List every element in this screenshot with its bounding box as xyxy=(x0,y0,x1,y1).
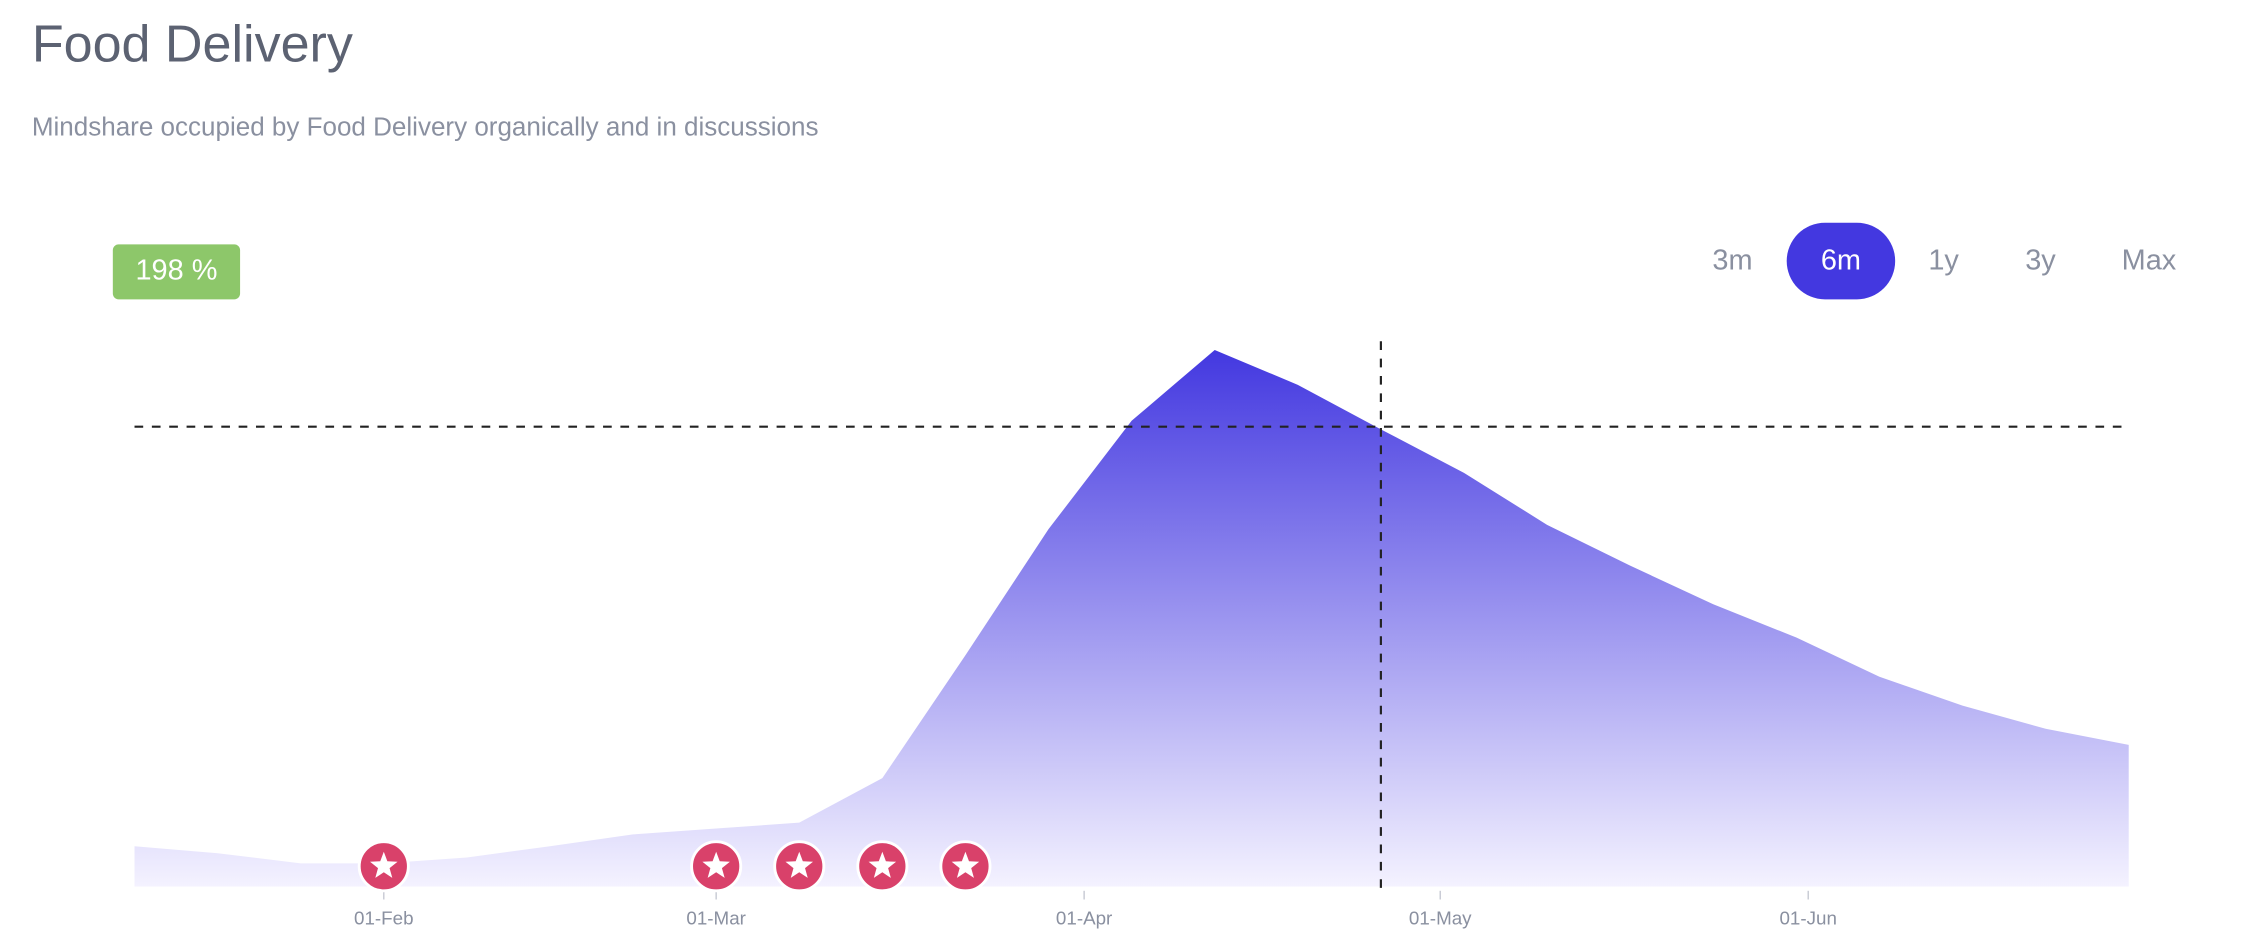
event-star xyxy=(785,851,814,878)
x-tick-label: 01-Apr xyxy=(1056,908,1112,929)
event-star xyxy=(370,851,398,878)
event-star xyxy=(951,851,980,878)
range-button-active[interactable] xyxy=(1786,222,1896,300)
badge-bg xyxy=(112,244,241,300)
event-star xyxy=(868,851,897,878)
range-button[interactable]: Max xyxy=(2122,244,2177,276)
x-tick-label: 01-Jun xyxy=(1779,908,1836,929)
x-tick-label: 01-Feb xyxy=(354,908,414,929)
badge: 198 % xyxy=(135,255,217,287)
x-tick-label: 01-May xyxy=(1409,908,1472,929)
range-button[interactable]: 3m xyxy=(1712,244,1752,276)
area xyxy=(134,349,2129,887)
range-button[interactable]: 1y xyxy=(1928,244,1959,276)
range-button[interactable]: 6m xyxy=(1821,244,1861,276)
subtitle: Mindshare occupied by Food Delivery orga… xyxy=(32,112,819,142)
title: Food Delivery xyxy=(32,15,353,73)
event-star xyxy=(702,851,730,878)
x-tick-label: 01-Mar xyxy=(686,908,746,929)
range-button[interactable]: 3y xyxy=(2025,244,2056,276)
